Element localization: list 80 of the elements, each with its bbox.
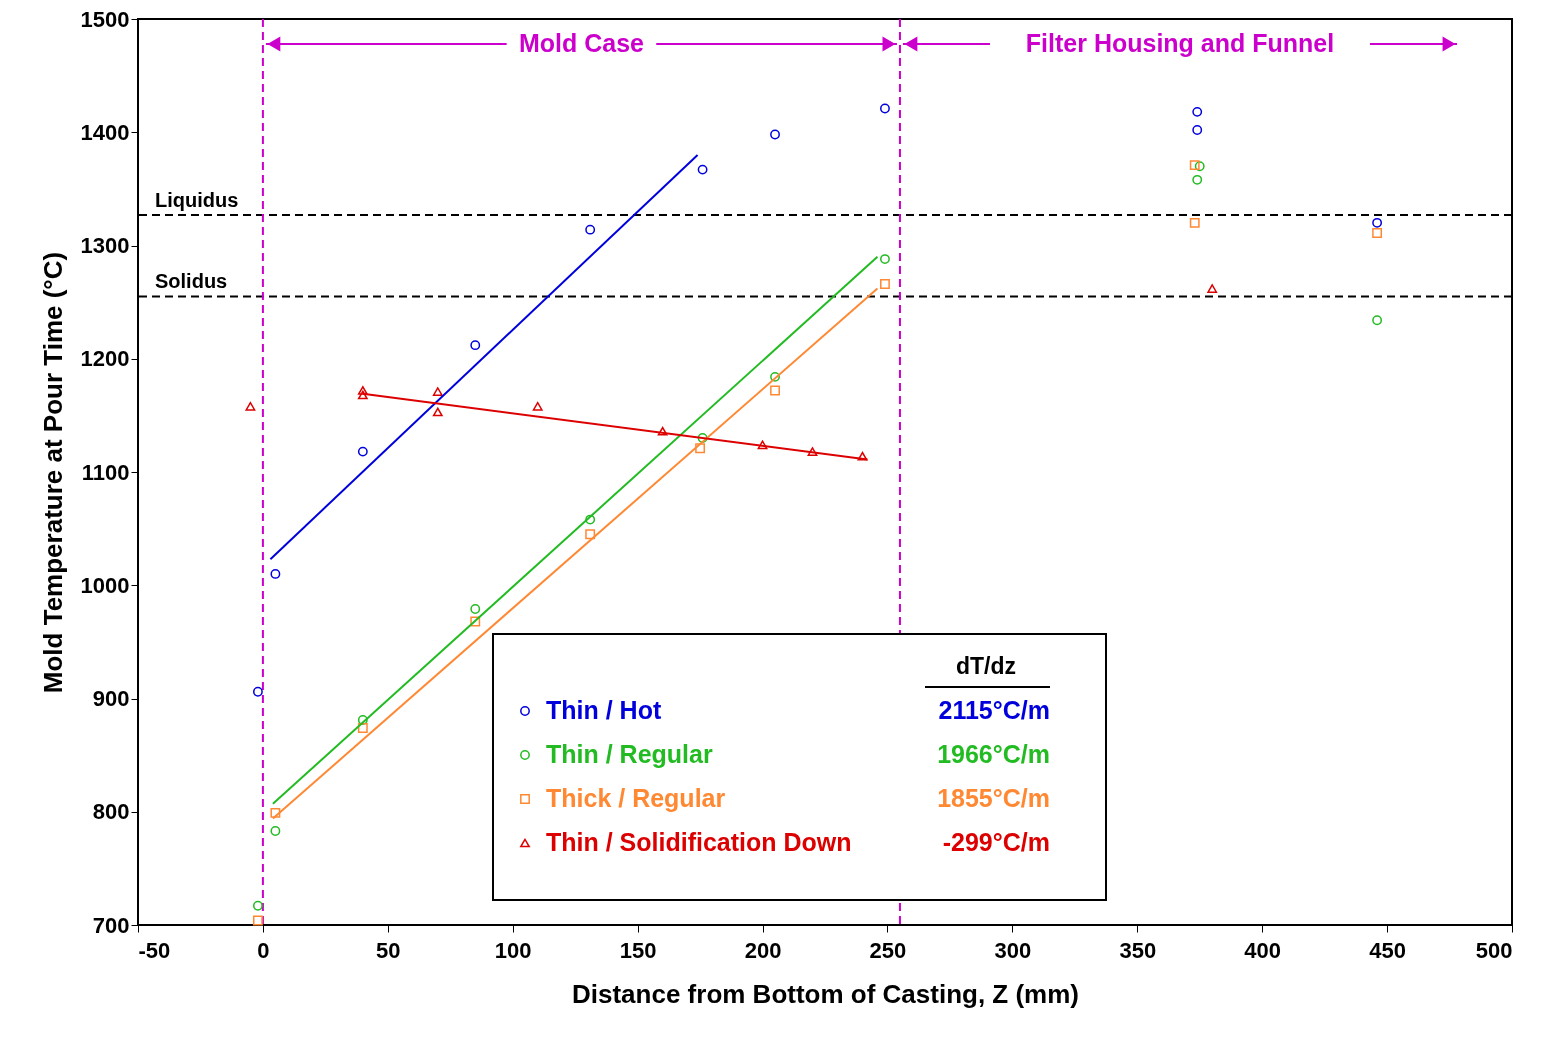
point: [470, 340, 481, 351]
point: [770, 371, 780, 382]
point: [695, 443, 706, 454]
x-tick-label: -50: [138, 937, 171, 963]
point: [880, 103, 890, 114]
point: [470, 616, 481, 627]
point: [585, 529, 596, 540]
y-tick-label: 1100: [81, 459, 130, 485]
annotation: 1966°C/m: [937, 740, 1050, 768]
point: [1192, 174, 1203, 185]
point: [770, 129, 780, 140]
x-tick-label: 250: [869, 937, 907, 963]
x-tick-label: 350: [1119, 937, 1157, 963]
y-tick-label: 1500: [80, 6, 130, 32]
point: [1189, 160, 1200, 171]
annotation: 1855°C/m: [937, 784, 1050, 812]
y-tick-label: 900: [92, 686, 130, 711]
annotation: Mold Case: [518, 29, 645, 57]
point: [585, 514, 596, 525]
x-tick-label: 0: [257, 937, 270, 963]
point: [697, 164, 708, 175]
point: [770, 385, 780, 396]
legend-label: Thin / Hot: [546, 696, 662, 724]
x-tick-label: 200: [744, 937, 782, 963]
point: [1372, 217, 1383, 228]
point: [252, 915, 263, 926]
y-tick-label: 1300: [80, 233, 130, 258]
point: [1372, 228, 1383, 238]
point: [252, 686, 263, 697]
x-axis-title: Distance from Bottom of Casting, Z (mm): [571, 978, 1080, 1009]
ref-line-label: Solidus: [155, 270, 228, 293]
x-tick-label: 300: [994, 937, 1032, 963]
point: [357, 386, 368, 395]
point: [357, 390, 368, 400]
x-tick-label: 500: [1475, 937, 1513, 963]
point: [432, 387, 443, 396]
point: [432, 407, 443, 417]
point: [357, 723, 368, 733]
y-tick-label: 700: [92, 912, 130, 938]
legend-label: Thin / Regular: [546, 740, 713, 768]
ref-line-label: Liquidus: [155, 188, 239, 211]
point: [1192, 106, 1203, 117]
legend-label: Thick / Regular: [546, 784, 726, 812]
point: [880, 254, 890, 265]
point: [270, 807, 281, 818]
x-tick-label: 150: [619, 937, 657, 963]
y-tick-label: 1400: [80, 119, 130, 145]
annotation: -299°C/m: [942, 828, 1050, 856]
y-tick-label: 800: [92, 799, 130, 825]
point: [532, 401, 543, 411]
point: [270, 569, 281, 579]
point: [252, 900, 263, 911]
legend-label: Thin / Solidification Down: [546, 828, 852, 856]
y-axis-title: Mold Temperature at Pour Time (°C): [37, 251, 68, 694]
point: [857, 451, 868, 461]
point: [1189, 217, 1200, 228]
point: [880, 279, 890, 289]
point: [585, 224, 596, 235]
point: [357, 446, 368, 457]
point: [807, 447, 818, 456]
point: [1194, 161, 1205, 172]
x-tick-label: 400: [1244, 937, 1282, 963]
legend-title: dT/dz: [955, 653, 1017, 679]
point: [1207, 284, 1218, 293]
x-tick-label: 50: [376, 937, 401, 963]
point: [757, 440, 768, 450]
point: [697, 433, 708, 443]
point: [245, 401, 256, 411]
annotation: 2115°C/m: [938, 696, 1050, 724]
point: [357, 715, 368, 725]
point: [657, 426, 668, 436]
point: [470, 604, 481, 614]
y-tick-label: 1200: [80, 346, 130, 372]
annotation: Filter Housing and Funnel: [1025, 29, 1335, 57]
y-tick-label: 1000: [80, 572, 130, 598]
x-tick-label: 100: [494, 937, 532, 963]
point: [1372, 315, 1383, 326]
point: [270, 826, 281, 836]
x-tick-label: 450: [1369, 937, 1406, 963]
point: [1192, 125, 1203, 135]
